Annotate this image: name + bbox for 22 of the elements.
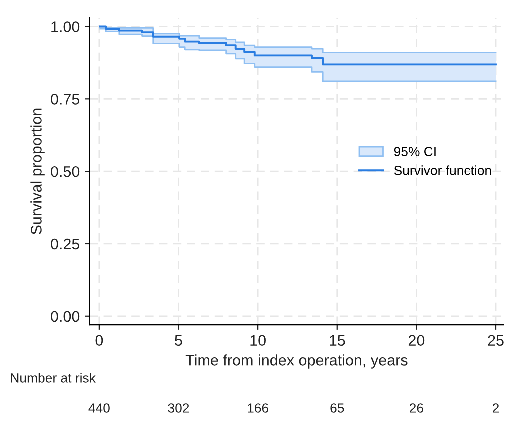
text: 166 bbox=[248, 404, 268, 413]
text: 2 bbox=[493, 404, 500, 413]
y-tick-label: 0.75 bbox=[51, 94, 80, 105]
y-tick-label: 0.25 bbox=[51, 238, 80, 250]
x-tick-label: 5 bbox=[175, 335, 182, 346]
x-tick-label: 10 bbox=[250, 335, 266, 346]
x-tick-label: 15 bbox=[330, 335, 346, 346]
legend-label: Survivor function bbox=[394, 166, 492, 176]
y-tick-label: 1.00 bbox=[52, 22, 80, 32]
x-axis-title: Time from index operation, years bbox=[186, 354, 408, 369]
x-tick-label: 0 bbox=[96, 335, 104, 346]
y-axis-title: Survival proportion bbox=[30, 108, 45, 235]
text: 65 bbox=[330, 404, 344, 413]
text: 26 bbox=[410, 404, 424, 413]
y-tick-label: 0.00 bbox=[51, 311, 80, 322]
text: 440 bbox=[88, 404, 110, 413]
x-tick-label: 25 bbox=[488, 335, 504, 346]
text: Number at risk bbox=[11, 373, 96, 383]
text: 302 bbox=[168, 404, 190, 413]
y-tick-label: 0.50 bbox=[51, 166, 80, 178]
legend-label: 95% CI bbox=[394, 147, 436, 156]
x-tick-label: 20 bbox=[408, 335, 425, 346]
